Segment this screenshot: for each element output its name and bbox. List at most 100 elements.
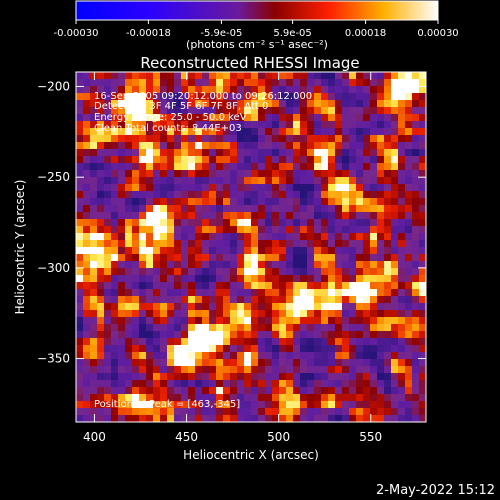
heatmap-cell [251, 289, 259, 297]
heatmap-cell [391, 296, 399, 304]
heatmap-cell [237, 79, 245, 87]
heatmap-cell [83, 415, 91, 422]
heatmap-cell [216, 310, 224, 318]
heatmap-cell [146, 100, 154, 108]
heatmap-cell [146, 268, 154, 276]
heatmap-cell [195, 114, 203, 122]
heatmap-cell [307, 114, 315, 122]
heatmap-cell [251, 177, 259, 185]
heatmap-cell [328, 93, 336, 101]
heatmap-cell [111, 345, 119, 353]
heatmap-cell [244, 163, 252, 171]
colorbar-tick-label: -5.9e-05 [200, 28, 242, 39]
heatmap-cell [104, 156, 112, 164]
heatmap-cell [202, 86, 210, 94]
heatmap-image [76, 72, 426, 422]
heatmap-cell [377, 296, 385, 304]
heatmap-cell [370, 128, 378, 136]
heatmap-cell [279, 254, 287, 262]
heatmap-cell [132, 86, 140, 94]
heatmap-cell [97, 247, 105, 255]
heatmap-cell [363, 170, 371, 178]
heatmap-cell [76, 366, 84, 374]
heatmap-cell [391, 191, 399, 199]
heatmap-cell [244, 289, 252, 297]
heatmap-cell [230, 268, 238, 276]
heatmap-cell [328, 303, 336, 311]
heatmap-cell [230, 121, 238, 129]
heatmap-cell [146, 72, 154, 80]
heatmap-cell [328, 114, 336, 122]
heatmap-cell [97, 233, 105, 241]
heatmap-cell [349, 401, 357, 409]
heatmap-cell [286, 163, 294, 171]
heatmap-cell [230, 380, 238, 388]
heatmap-cell [398, 128, 406, 136]
heatmap-cell [209, 338, 217, 346]
heatmap-cell [384, 338, 392, 346]
heatmap-cell [195, 338, 203, 346]
heatmap-cell [160, 408, 168, 416]
heatmap-cell [104, 128, 112, 136]
heatmap-cell [258, 142, 266, 150]
heatmap-cell [104, 121, 112, 129]
heatmap-cell [209, 205, 217, 213]
heatmap-cell [391, 324, 399, 332]
heatmap-cell [412, 170, 420, 178]
heatmap-cell [272, 135, 280, 143]
heatmap-cell [167, 401, 175, 409]
heatmap-cell [160, 184, 168, 192]
heatmap-cell [363, 212, 371, 220]
heatmap-cell [363, 254, 371, 262]
heatmap-cell [265, 359, 273, 367]
heatmap-cell [104, 415, 112, 422]
heatmap-cell [356, 114, 364, 122]
heatmap-cell [188, 100, 196, 108]
heatmap-cell [314, 387, 322, 395]
heatmap-cell [314, 226, 322, 234]
heatmap-cell [356, 219, 364, 227]
heatmap-cell [132, 226, 140, 234]
heatmap-cell [125, 359, 133, 367]
peak-position-label: Position of Peak = [463,-345] [94, 399, 240, 410]
heatmap-cell [300, 317, 308, 325]
heatmap-cell [202, 114, 210, 122]
heatmap-cell [286, 415, 294, 422]
heatmap-cell [356, 359, 364, 367]
heatmap-cell [342, 135, 350, 143]
heatmap-cell [258, 128, 266, 136]
heatmap-cell [174, 240, 182, 248]
heatmap-cell [125, 107, 133, 115]
heatmap-cell [97, 205, 105, 213]
heatmap-cell [104, 303, 112, 311]
heatmap-cell [335, 415, 343, 422]
heatmap-cell [209, 198, 217, 206]
heatmap-cell [391, 86, 399, 94]
heatmap-cell [328, 142, 336, 150]
heatmap-cell [195, 373, 203, 381]
heatmap-cell [265, 401, 273, 409]
heatmap-cell [258, 415, 266, 422]
heatmap-cell [335, 289, 343, 297]
heatmap-cell [244, 254, 252, 262]
heatmap-cell [146, 345, 154, 353]
heatmap-cell [307, 226, 315, 234]
heatmap-cell [153, 107, 161, 115]
heatmap-cell [104, 310, 112, 318]
heatmap-cell [398, 401, 406, 409]
heatmap-cell [335, 247, 343, 255]
heatmap-cell [244, 135, 252, 143]
heatmap-cell [370, 408, 378, 416]
heatmap-cell [307, 86, 315, 94]
heatmap-cell [76, 352, 84, 360]
colorbar-tick-label: -0.00018 [126, 28, 171, 39]
heatmap-cell [349, 394, 357, 402]
heatmap-cell [132, 296, 140, 304]
heatmap-cell [419, 373, 426, 381]
heatmap-cell [251, 205, 259, 213]
heatmap-cell [363, 408, 371, 416]
heatmap-cell [146, 184, 154, 192]
heatmap-cell [237, 128, 245, 136]
heatmap-cell [286, 275, 294, 283]
heatmap-cell [293, 198, 301, 206]
